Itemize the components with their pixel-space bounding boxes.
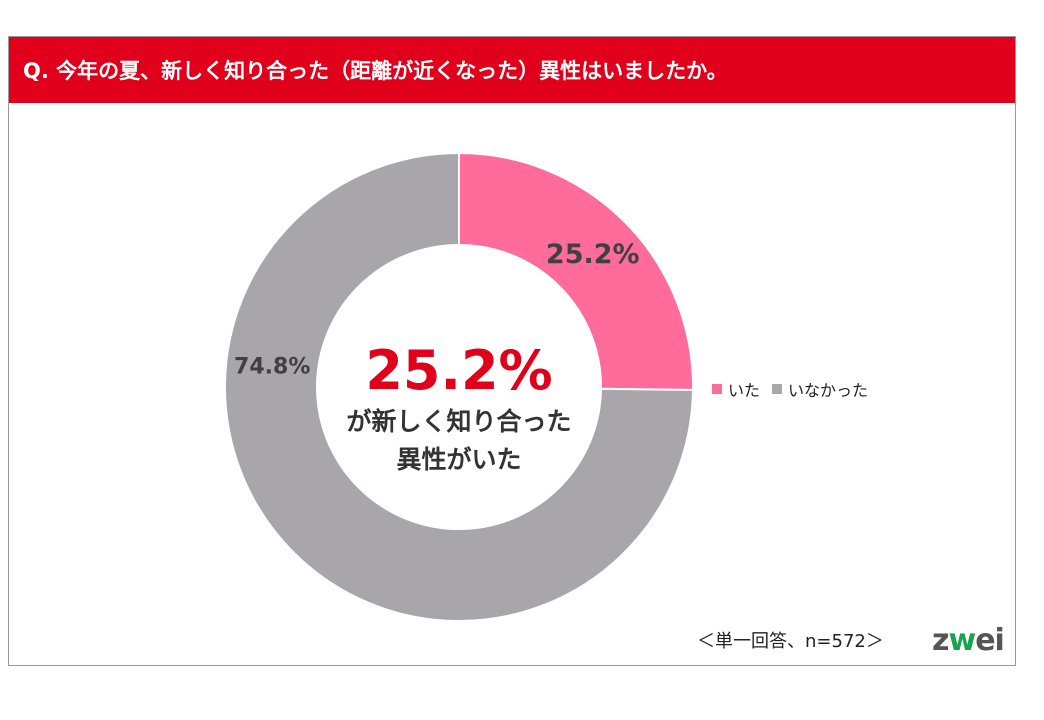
center-line-1: が新しく知り合った bbox=[346, 407, 571, 436]
legend: いた いなかった bbox=[712, 377, 880, 401]
center-line-2: 異性がいた bbox=[396, 445, 521, 474]
donut-slice-inakatta bbox=[224, 151, 694, 622]
question-title: Q. 今年の夏、新しく知り合った（距離が近くなった）異性はいましたか。 bbox=[23, 59, 728, 83]
legend-label-ita: いた bbox=[728, 381, 761, 400]
center-value: 25.2% bbox=[365, 339, 552, 402]
zwei-logo: zwei bbox=[932, 623, 1005, 658]
chart-frame: Q. 今年の夏、新しく知り合った（距離が近くなった）異性はいましたか。 25.2… bbox=[8, 36, 1016, 666]
legend-item-inakatta: いなかった bbox=[772, 377, 868, 401]
legend-swatch-inakatta bbox=[772, 384, 783, 394]
legend-label-inakatta: いなかった bbox=[788, 381, 869, 400]
data-label-ita: 25.2% bbox=[546, 239, 640, 270]
legend-swatch-ita bbox=[712, 384, 722, 394]
data-label-inakatta: 74.8% bbox=[234, 355, 310, 380]
sample-footnote: ＜単一回答、n=572＞ bbox=[697, 631, 884, 652]
donut-slice-ita bbox=[458, 151, 694, 391]
donut-chart: 25.2% 74.8% 25.2% が新しく知り合った 異性がいた bbox=[224, 151, 694, 622]
question-header: Q. 今年の夏、新しく知り合った（距離が近くなった）異性はいましたか。 bbox=[9, 37, 1015, 103]
legend-item-ita: いた bbox=[712, 377, 760, 401]
